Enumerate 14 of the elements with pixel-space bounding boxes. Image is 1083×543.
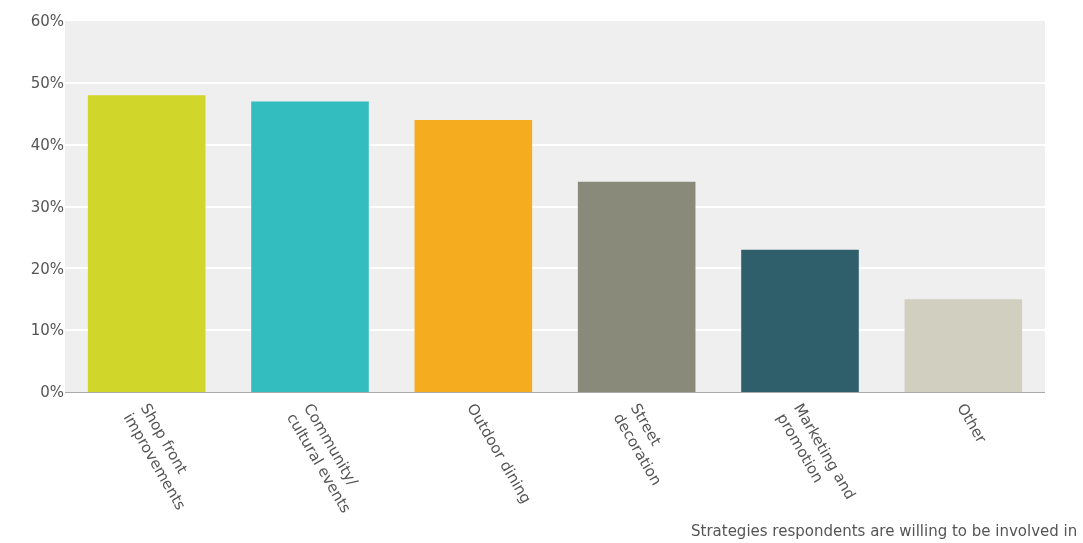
y-tick-label: 50% [30,74,64,93]
y-tick-label: 20% [30,259,64,278]
y-tick-label: 40% [30,135,64,154]
bar [87,95,206,392]
bar [414,119,533,392]
y-tick-label: 30% [30,197,64,216]
y-tick-label: 10% [30,321,64,340]
text: Strategies respondents are willing to be involved in [691,522,1078,540]
bar [741,249,859,392]
bar [251,101,369,392]
y-tick-label: 0% [40,383,64,402]
bar [577,181,696,392]
y-tick-label: 60% [30,12,64,31]
bar [904,299,1023,392]
